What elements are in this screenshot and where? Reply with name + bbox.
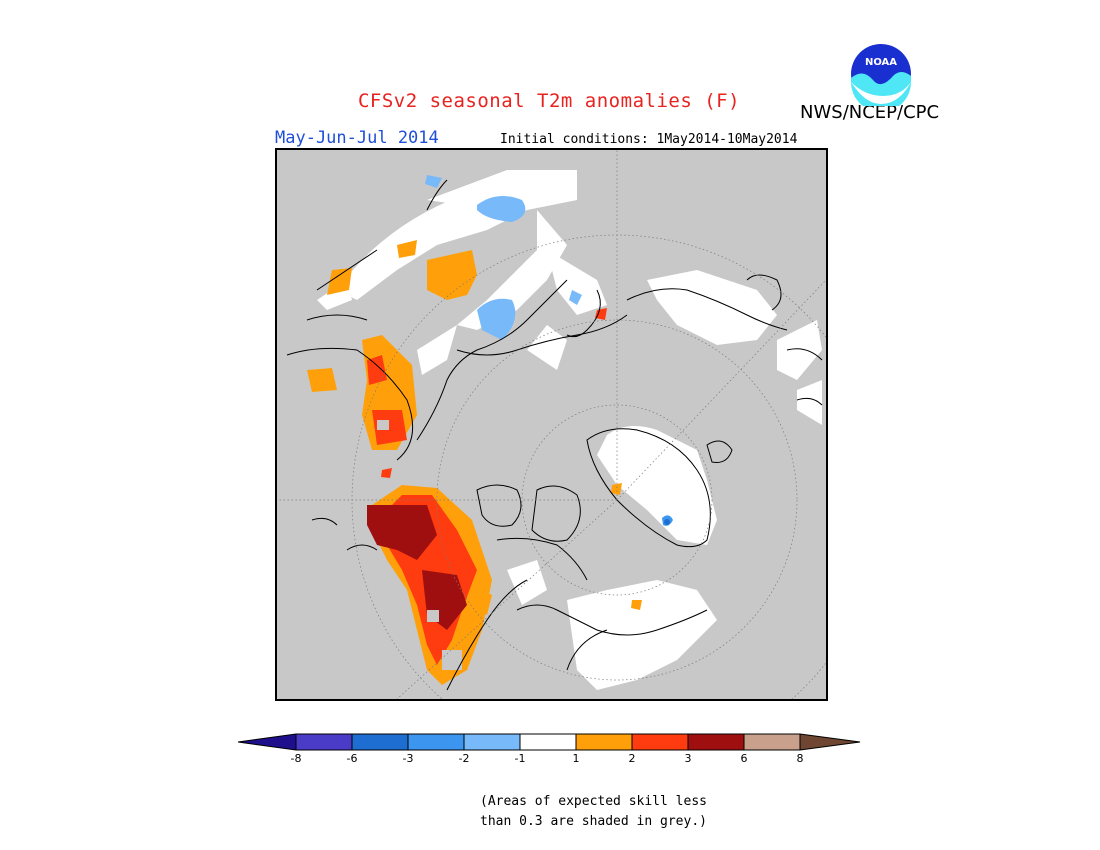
season-label: May-Jun-Jul 2014: [275, 128, 439, 148]
scale-swatch-1-2: [576, 734, 632, 750]
logo-text: NOAA: [865, 57, 897, 68]
skill-mask-patches: [377, 420, 462, 670]
footnote-line-2: than 0.3 are shaded in grey.): [480, 814, 707, 829]
scale-swatch--8--6: [296, 734, 352, 750]
scale-label: 1: [572, 752, 580, 765]
graticule: [277, 150, 826, 699]
scale-label: 2: [628, 752, 636, 765]
map-title: CFSv2 seasonal T2m anomalies (F): [357, 90, 741, 112]
footnote-line-1: (Areas of expected skill less: [480, 794, 707, 809]
scale-label: 6: [740, 752, 748, 765]
initial-conditions-label: Initial conditions: 1May2014-10May2014: [500, 132, 798, 147]
scale-label: 3: [684, 752, 692, 765]
skill-footnote: (Areas of expected skill less than 0.3 a…: [480, 792, 707, 832]
scale-label: -6: [346, 752, 358, 765]
scale-swatch-2-3: [632, 734, 688, 750]
scale-swatch--1-1: [520, 734, 576, 750]
above-normal-regions: [307, 240, 642, 685]
color-scale: [238, 733, 861, 751]
scale-swatch-above-8: [800, 734, 860, 750]
scale-swatch--3--2: [408, 734, 464, 750]
scale-label: -3: [402, 752, 414, 765]
noaa-logo: NOAA: [850, 43, 912, 106]
scale-swatch--2--1: [464, 734, 520, 750]
agency-label: NWS/NCEP/CPC: [800, 102, 940, 123]
scale-swatch-3-6: [688, 734, 744, 750]
polar-map-svg: [277, 150, 826, 699]
scale-swatch-6-8: [744, 734, 800, 750]
scale-swatch--6--3: [352, 734, 408, 750]
below-normal-regions: [425, 175, 673, 526]
scale-label: 8: [796, 752, 804, 765]
scale-swatch-below--8: [238, 734, 296, 750]
scale-label: -8: [290, 752, 302, 765]
anomaly-map: [275, 148, 828, 701]
scale-label: -2: [458, 752, 470, 765]
scale-label: -1: [514, 752, 526, 765]
